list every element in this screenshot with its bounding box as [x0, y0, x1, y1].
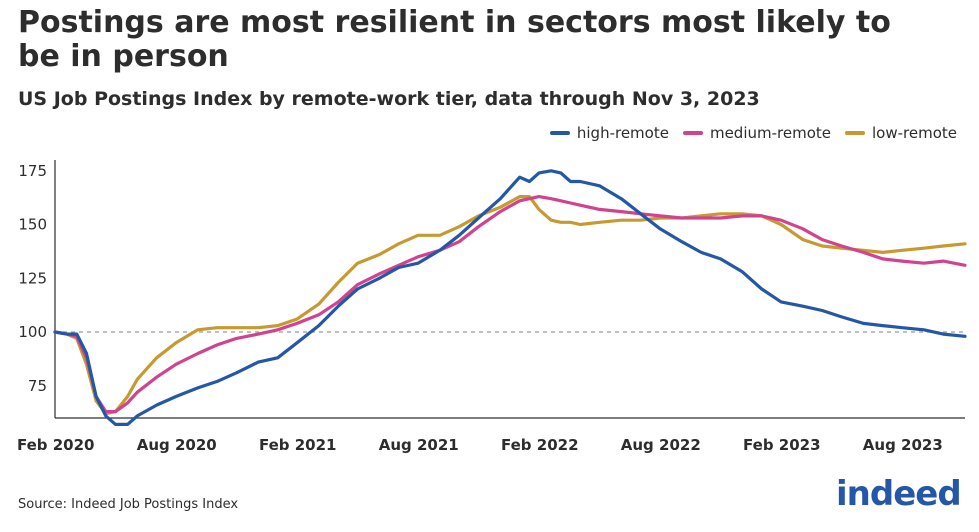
x-axis-ticks: Feb 2020 Aug 2020 Feb 2021 Aug 2021 Feb 2022…: [17, 436, 943, 454]
line-chart: 75 100 125 150 175 Feb 2020 Aug 2020 Feb 2021 A…: [17, 160, 967, 454]
indeed-logo: indeed: [836, 474, 962, 514]
legend-item-low-remote: low-remote: [845, 124, 957, 142]
y-tick-label: 100: [18, 323, 47, 341]
y-tick-label: 175: [18, 162, 47, 180]
legend: high-remote medium-remote low-remote: [549, 124, 957, 142]
x-tick-label: Feb 2021: [259, 436, 337, 454]
y-axis-ticks: 75 100 125 150 175: [18, 162, 47, 395]
y-tick-label: 75: [28, 377, 47, 395]
legend-label-high-remote: high-remote: [576, 124, 669, 142]
x-tick-label: Aug 2021: [379, 436, 459, 454]
x-tick-label: Aug 2022: [621, 436, 701, 454]
x-tick-label: Feb 2023: [743, 436, 821, 454]
legend-swatch-high-remote: [549, 131, 570, 135]
legend-label-low-remote: low-remote: [872, 124, 957, 142]
legend-item-medium-remote: medium-remote: [682, 124, 831, 142]
series-line-medium-remote: [53, 194, 967, 414]
x-tick-label: Feb 2020: [17, 436, 95, 454]
legend-swatch-low-remote: [845, 131, 865, 135]
series-line-high-remote: [53, 169, 967, 426]
y-tick-label: 125: [18, 269, 47, 287]
x-tick-label: Aug 2023: [863, 436, 943, 454]
legend-item-high-remote: high-remote: [549, 124, 669, 142]
series-lines: [53, 169, 967, 426]
chart-subtitle: US Job Postings Index by remote-work tie…: [18, 88, 760, 110]
source-note: Source: Indeed Job Postings Index: [18, 497, 239, 512]
legend-label-medium-remote: medium-remote: [709, 124, 831, 142]
legend-swatch-medium-remote: [682, 131, 703, 135]
x-tick-label: Feb 2022: [501, 436, 579, 454]
chart-title: Postings are most resilient in sectors m…: [18, 5, 891, 74]
series-line-low-remote: [53, 194, 967, 416]
x-tick-label: Aug 2020: [137, 436, 217, 454]
y-tick-label: 150: [18, 216, 47, 234]
